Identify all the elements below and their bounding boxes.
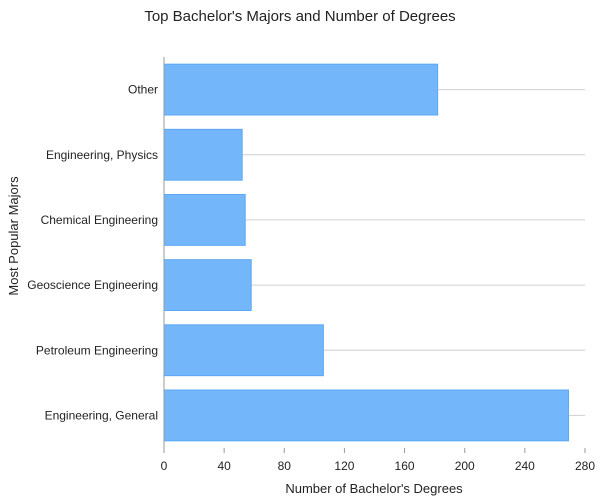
category-label: Engineering, Physics bbox=[46, 148, 158, 162]
x-tick-label: 0 bbox=[161, 459, 168, 473]
bar bbox=[163, 194, 246, 246]
category-labels: Other Engineering, Physics Chemical Engine… bbox=[27, 83, 158, 423]
bars bbox=[163, 63, 569, 442]
x-tick-label: 80 bbox=[278, 459, 292, 473]
chart-title: Top Bachelor's Majors and Number of Degr… bbox=[144, 8, 455, 25]
bar bbox=[163, 389, 569, 442]
category-label: Engineering, General bbox=[45, 408, 158, 422]
x-tick-label: 120 bbox=[334, 459, 354, 473]
category-label: Other bbox=[128, 83, 158, 97]
y-axis-label: Most Popular Majors bbox=[6, 176, 21, 296]
x-tick-label: 240 bbox=[515, 459, 535, 473]
x-tick-label: 200 bbox=[455, 459, 475, 473]
x-tick-label: 280 bbox=[575, 459, 595, 473]
bar bbox=[163, 63, 439, 116]
category-label: Petroleum Engineering bbox=[36, 343, 158, 357]
x-tick-label: 40 bbox=[217, 459, 231, 473]
x-axis-label: Number of Bachelor's Degrees bbox=[285, 481, 463, 496]
category-label: Chemical Engineering bbox=[41, 213, 158, 227]
bar bbox=[163, 324, 324, 377]
bar bbox=[163, 128, 243, 181]
bar bbox=[163, 259, 252, 311]
x-tick-labels: 0 40 80 120 160 200 240 280 bbox=[161, 448, 595, 473]
category-label: Geoscience Engineering bbox=[27, 278, 158, 292]
x-tick-label: 160 bbox=[395, 459, 415, 473]
